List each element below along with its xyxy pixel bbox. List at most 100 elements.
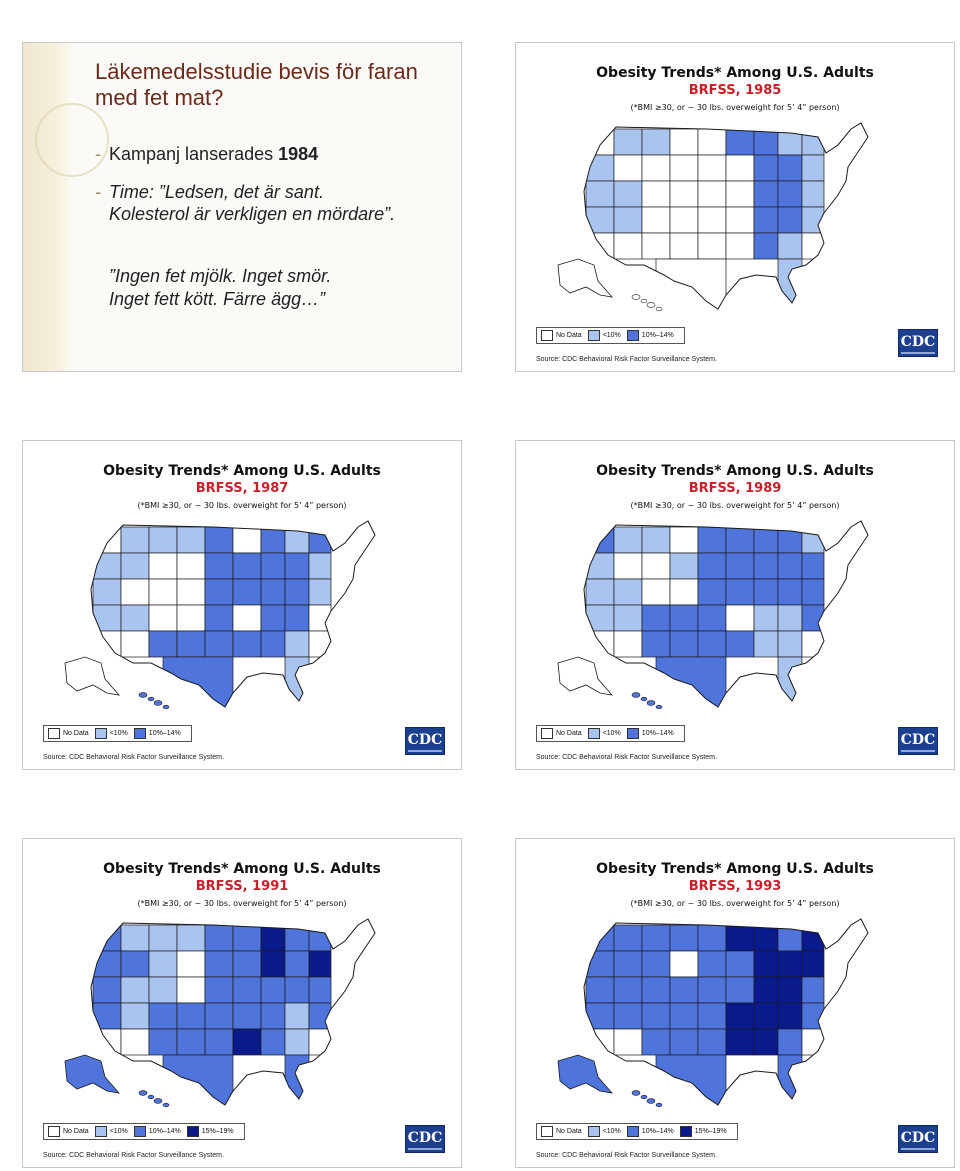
state-region — [308, 1028, 332, 1056]
map-legend: No Data <10% 10%–14% — [43, 725, 192, 742]
legend-label: 15%–19% — [201, 1128, 234, 1135]
state-region — [697, 180, 727, 208]
legend-item: 10%–14% — [626, 728, 674, 739]
state-region — [669, 924, 699, 952]
state-region — [284, 630, 310, 658]
state-region — [613, 180, 643, 208]
map-slide-1993: Obesity Trends* Among U.S. Adults BRFSS,… — [515, 838, 955, 1168]
us-outline — [90, 918, 376, 1106]
state-region — [725, 1002, 755, 1030]
hawaii-island — [646, 700, 656, 706]
state-region — [204, 1002, 234, 1030]
state-region — [308, 950, 332, 978]
state-region — [308, 552, 332, 580]
state-region — [669, 128, 699, 156]
hawaii-island — [655, 1102, 663, 1108]
state-region — [148, 630, 178, 658]
state-region — [753, 1028, 779, 1056]
legend-swatch — [679, 1126, 692, 1137]
state-region — [204, 924, 234, 952]
state-region — [777, 976, 803, 1004]
alaska-shape — [557, 258, 614, 298]
state-region — [92, 578, 122, 606]
state-region — [777, 232, 803, 260]
state-region — [697, 578, 727, 606]
state-region — [585, 924, 615, 952]
state-region — [232, 950, 262, 978]
bullet-campaign: - Kampanj lanserades 1984 — [95, 143, 461, 165]
state-region — [753, 630, 779, 658]
state-region — [613, 976, 643, 1004]
map-source: Source: CDC Behavioral Risk Factor Surve… — [536, 754, 717, 761]
state-region — [260, 976, 286, 1004]
map-source: Source: CDC Behavioral Risk Factor Surve… — [536, 356, 717, 363]
state-region — [204, 976, 234, 1004]
state-region — [260, 604, 286, 632]
state-region — [613, 578, 643, 606]
state-region — [148, 950, 178, 978]
state-region — [585, 526, 615, 554]
legend-item: No Data — [541, 728, 582, 739]
state-region — [801, 154, 825, 182]
state-region — [120, 552, 150, 580]
bullet-list: - Kampanj lanserades 1984 - Time: ”Ledse… — [95, 143, 461, 241]
state-region — [641, 604, 671, 632]
state-region — [176, 604, 206, 632]
legend-label: No Data — [556, 730, 582, 737]
legend-swatch — [587, 1126, 600, 1137]
map-title: Obesity Trends* Among U.S. Adults — [103, 861, 381, 877]
map-source: Source: CDC Behavioral Risk Factor Surve… — [43, 1152, 224, 1159]
bullet-time-line1: Time: ”Ledsen, det är sant. — [109, 182, 324, 202]
state-region — [585, 128, 615, 156]
state-region — [120, 950, 150, 978]
legend-swatch — [541, 1126, 553, 1137]
state-region — [753, 976, 779, 1004]
legend-swatch — [48, 728, 60, 739]
state-region — [92, 630, 122, 658]
bullet-dash: - — [95, 144, 101, 164]
state-region — [585, 154, 615, 182]
state-region — [613, 206, 643, 234]
state-region — [777, 578, 803, 606]
map-year: BRFSS, 1993 — [688, 879, 782, 894]
quote-line1: ”Ingen fet mjölk. Inget smör. — [109, 266, 332, 286]
hawaii-island — [646, 302, 656, 308]
state-region — [284, 1002, 310, 1030]
state-regions — [92, 526, 332, 707]
state-region — [232, 924, 262, 952]
state-region — [753, 154, 779, 182]
state-region — [753, 604, 779, 632]
hawaii-island — [162, 1102, 170, 1108]
legend-label: <10% — [109, 1128, 128, 1135]
us-map — [64, 918, 376, 1108]
state-region — [777, 1002, 803, 1030]
state-region — [232, 1028, 262, 1056]
state-regions — [92, 924, 332, 1105]
state-region — [669, 950, 699, 978]
state-region — [204, 604, 234, 632]
state-region — [697, 1002, 727, 1030]
state-region — [669, 630, 699, 658]
state-region — [801, 180, 825, 208]
state-region — [204, 630, 234, 658]
state-region — [613, 1002, 643, 1030]
state-region — [613, 604, 643, 632]
state-region — [641, 950, 671, 978]
state-region — [176, 552, 206, 580]
state-region — [585, 976, 615, 1004]
hawaii-island — [655, 704, 663, 710]
state-region — [655, 1054, 727, 1105]
state-region — [725, 180, 755, 208]
state-region — [641, 526, 671, 554]
state-region — [120, 976, 150, 1004]
alaska-shape — [64, 656, 121, 696]
hawaii-island — [138, 692, 148, 698]
state-region — [697, 1028, 727, 1056]
state-region — [697, 154, 727, 182]
map-legend: No Data <10% 10%–14% — [536, 327, 685, 344]
legend-label: <10% — [602, 730, 621, 737]
us-outline — [583, 918, 869, 1106]
legend-item: 10%–14% — [133, 728, 181, 739]
state-region — [753, 552, 779, 580]
state-region — [148, 924, 178, 952]
